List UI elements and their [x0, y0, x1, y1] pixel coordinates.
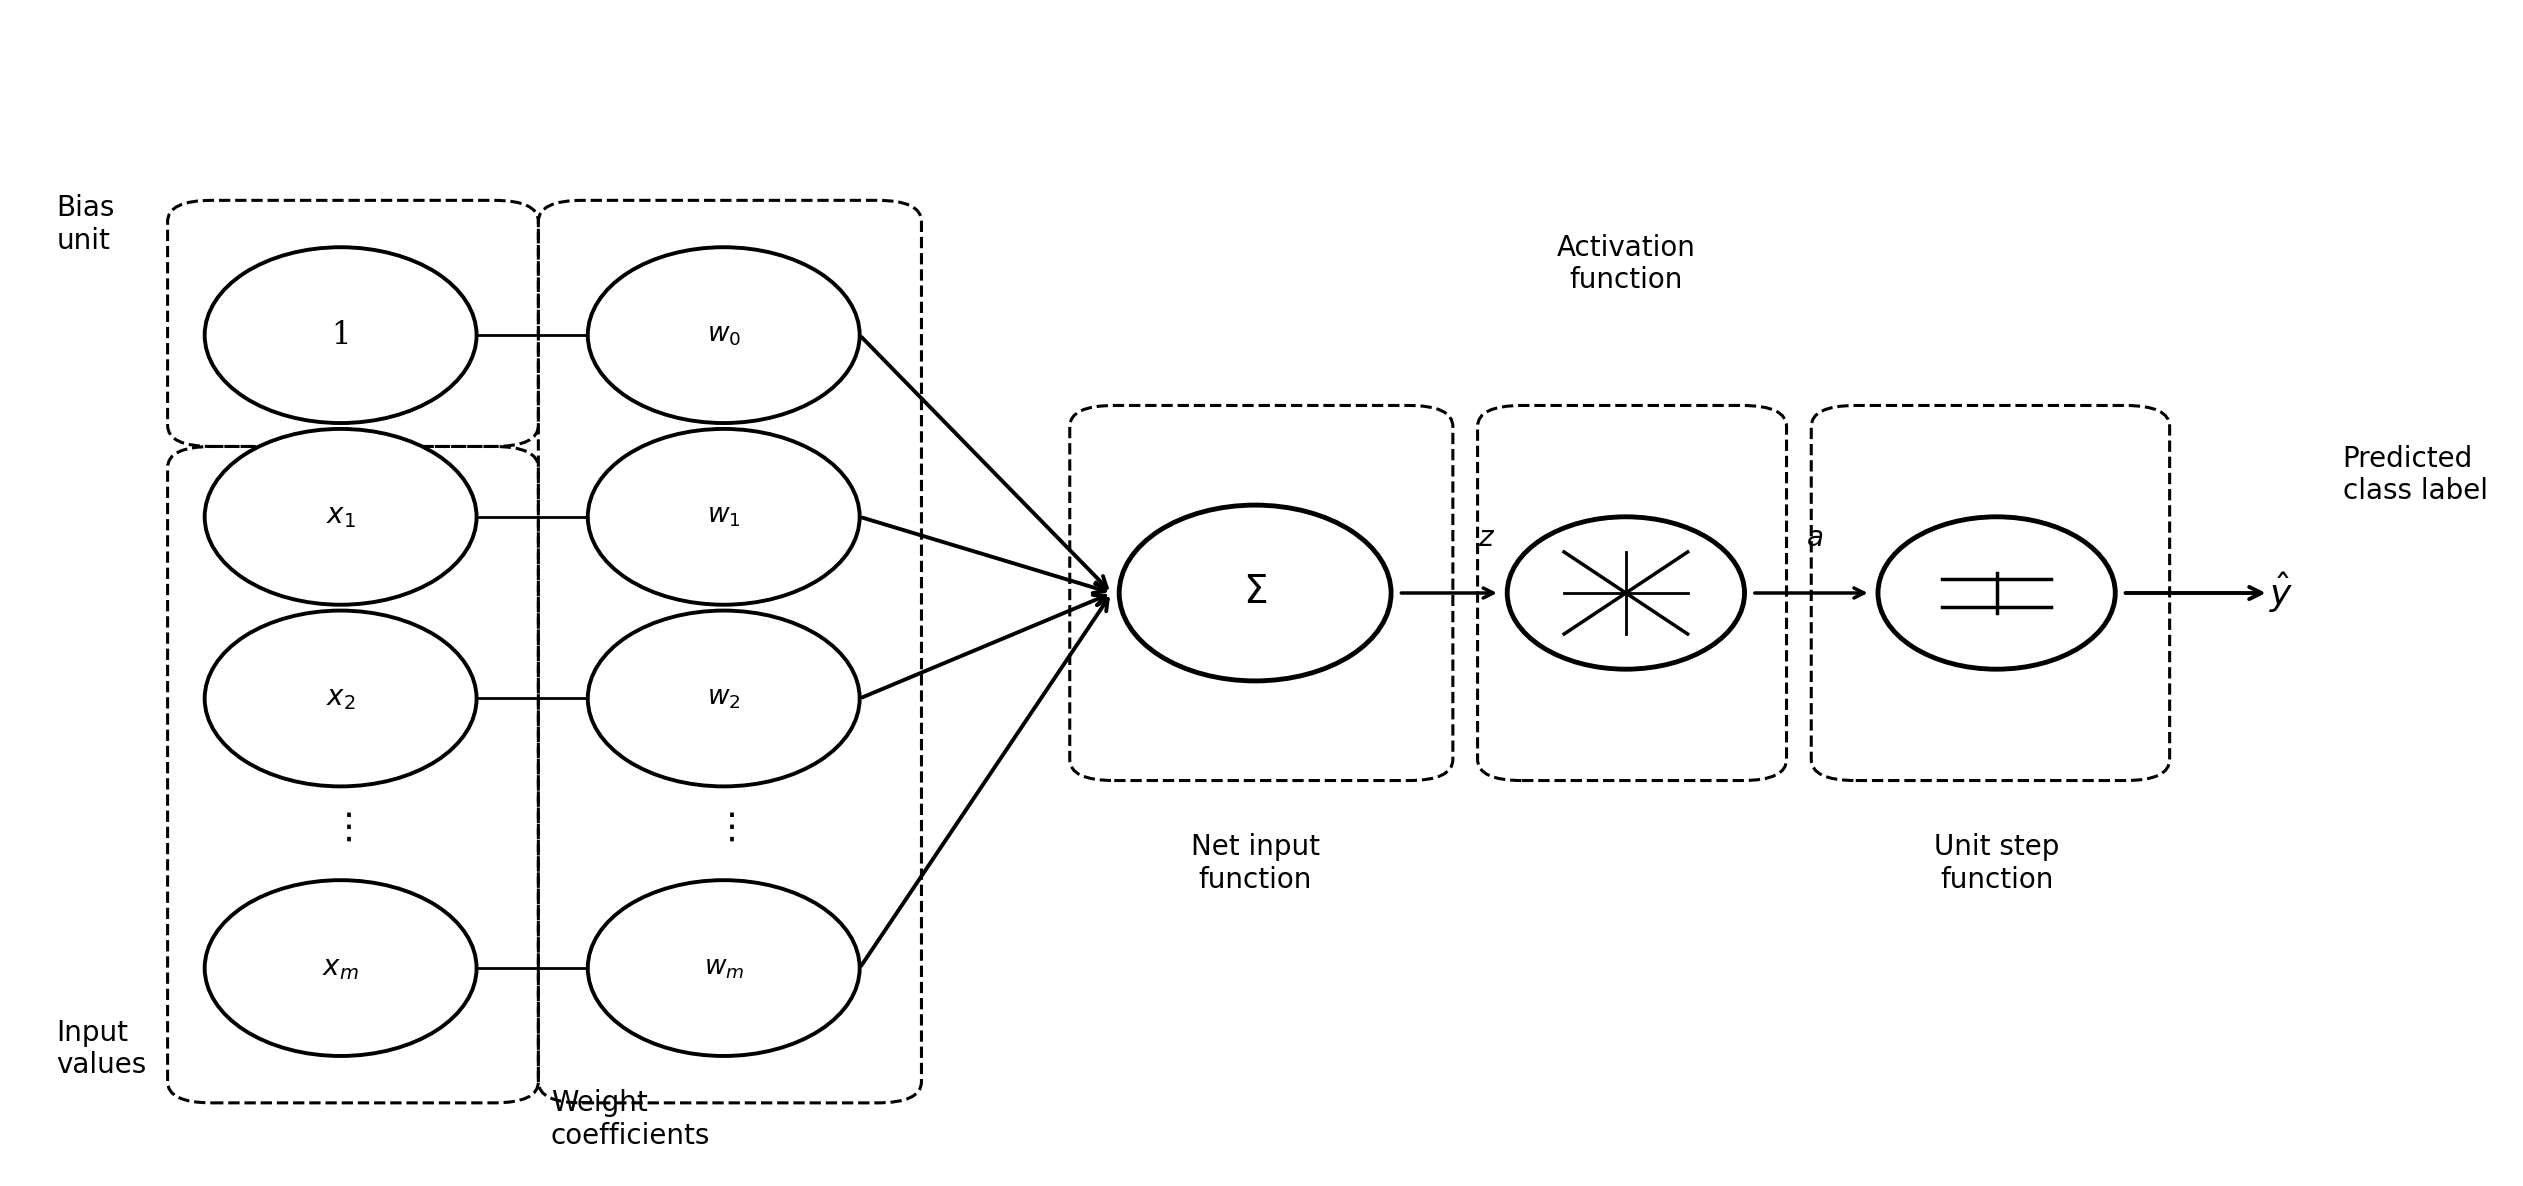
Text: $\hat{y}$: $\hat{y}$: [2268, 570, 2293, 616]
Text: Activation
function: Activation function: [1557, 234, 1695, 294]
Text: $a$: $a$: [1806, 525, 1824, 551]
Text: $\Sigma$: $\Sigma$: [1244, 574, 1267, 612]
Text: Input
values: Input values: [56, 1019, 146, 1079]
Text: $x_1$: $x_1$: [325, 503, 356, 530]
Text: Predicted
class label: Predicted class label: [2344, 445, 2488, 505]
Ellipse shape: [588, 611, 860, 786]
Ellipse shape: [1877, 517, 2114, 669]
Text: $w_m$: $w_m$: [704, 956, 744, 981]
Ellipse shape: [588, 880, 860, 1056]
Ellipse shape: [1506, 517, 1743, 669]
Text: $w_2$: $w_2$: [706, 686, 742, 710]
Ellipse shape: [204, 247, 477, 423]
Text: $x_m$: $x_m$: [323, 955, 358, 982]
Text: Net input
function: Net input function: [1191, 834, 1320, 894]
Text: Weight
coefficients: Weight coefficients: [550, 1090, 709, 1149]
Ellipse shape: [588, 429, 860, 605]
Ellipse shape: [204, 880, 477, 1056]
Text: 1: 1: [331, 320, 351, 351]
Ellipse shape: [204, 429, 477, 605]
Ellipse shape: [204, 611, 477, 786]
Text: Bias
unit: Bias unit: [56, 195, 114, 255]
Text: $x_2$: $x_2$: [325, 686, 356, 712]
Text: $w_1$: $w_1$: [706, 504, 742, 529]
Text: $z$: $z$: [1478, 525, 1494, 551]
Text: $\vdots$: $\vdots$: [331, 810, 351, 844]
Text: Unit step
function: Unit step function: [1935, 834, 2059, 894]
Ellipse shape: [1120, 505, 1390, 681]
Text: $\vdots$: $\vdots$: [714, 810, 734, 844]
Ellipse shape: [588, 247, 860, 423]
Text: $w_0$: $w_0$: [706, 323, 742, 347]
